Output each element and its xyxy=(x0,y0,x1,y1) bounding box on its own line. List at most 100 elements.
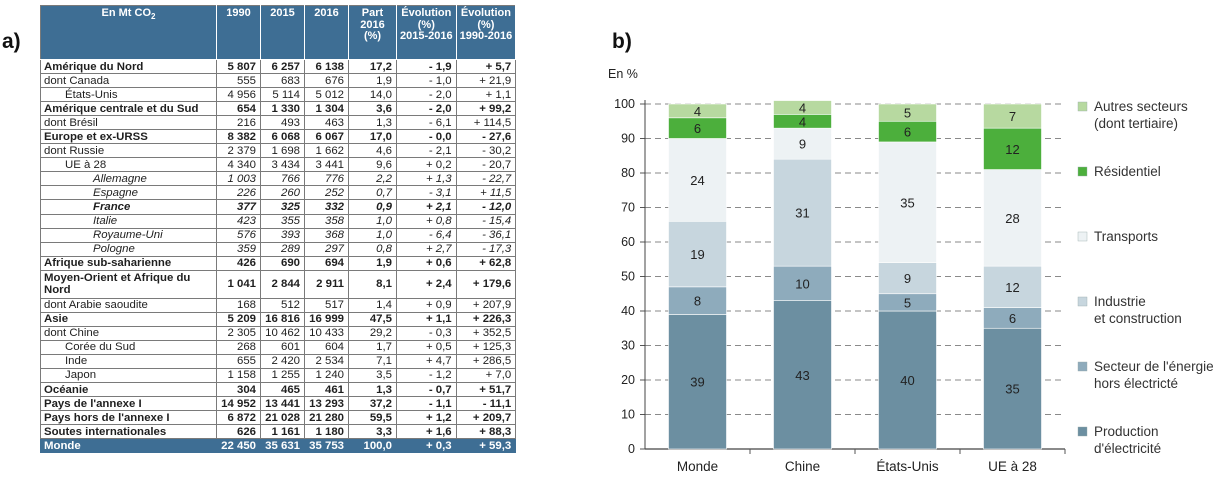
row-value: 766 xyxy=(260,171,305,187)
data-label: 28 xyxy=(1005,211,1019,226)
table-row: dont Canada 555 683 676 1,9- 1,0 + 21,9 xyxy=(40,73,517,89)
row-label: dont Brésil xyxy=(40,115,217,131)
bar-segment xyxy=(983,169,1042,267)
row-value: 14,0 xyxy=(348,87,397,103)
row-value: 47,5 xyxy=(348,311,397,327)
table-row: Amérique centrale et du Sud 654 1 330 1 304… xyxy=(40,101,517,117)
row-value: 22 450 xyxy=(216,438,261,454)
table-row: Moyen-Orient et Afrique du Nord 1 041 2 84… xyxy=(40,269,517,299)
row-value: 694 xyxy=(304,255,349,271)
row-label: Soutes internationales xyxy=(40,424,217,440)
row-value: 37,2 xyxy=(348,396,397,412)
row-value: + 286,5 xyxy=(455,353,517,369)
row-value: 6 138 xyxy=(304,58,349,75)
row-value: + 88,3 xyxy=(455,424,517,440)
row-value: 13 293 xyxy=(304,396,349,412)
row-value: 377 xyxy=(216,199,261,215)
row-value: 626 xyxy=(216,424,261,440)
row-value: 423 xyxy=(216,213,261,229)
row-value: 655 xyxy=(216,353,261,369)
bar-segment xyxy=(668,138,727,222)
bar-segment xyxy=(878,141,937,263)
bar-segment xyxy=(773,300,832,450)
row-value: 260 xyxy=(260,185,305,201)
row-value: 10 462 xyxy=(260,325,305,341)
row-value: + 1,3 xyxy=(396,171,457,187)
bar-segment xyxy=(983,265,1042,308)
table-row: Pays de l'annexe I 14 952 13 441 13 293 37,2… xyxy=(40,396,517,412)
row-value: 35 753 xyxy=(304,438,349,454)
row-label: Italie xyxy=(40,213,217,229)
data-label: 9 xyxy=(799,137,806,152)
data-label: 31 xyxy=(795,206,809,221)
header-unit: En Mt CO2 xyxy=(40,5,217,60)
data-label: 4 xyxy=(694,104,701,119)
table-row: Europe et ex-URSS 8 382 6 068 6 067 17,0- 0,… xyxy=(40,129,517,145)
row-value: + 7,0 xyxy=(455,367,517,383)
row-value: 555 xyxy=(216,73,261,89)
bar-segment xyxy=(983,127,1042,170)
row-value: + 0,5 xyxy=(396,339,457,355)
row-value: + 2,4 xyxy=(396,269,457,299)
row-value: + 114,5 xyxy=(455,115,517,131)
row-value: 654 xyxy=(216,101,261,117)
row-value: + 1,1 xyxy=(396,311,457,327)
row-value: - 22,7 xyxy=(455,171,517,187)
data-label: 5 xyxy=(904,295,911,310)
bar-segment xyxy=(983,103,1042,129)
row-value: 576 xyxy=(216,227,261,243)
row-label: Pays de l'annexe I xyxy=(40,396,217,412)
row-value: 297 xyxy=(304,241,349,257)
bar-segment xyxy=(773,265,832,301)
emissions-table: En Mt CO2 1990 2015 2016 Part 2016 (%) Évo… xyxy=(40,5,517,454)
bar-segment xyxy=(668,314,727,450)
row-value: 6 257 xyxy=(260,58,305,75)
row-value: 21 280 xyxy=(304,410,349,426)
row-value: 10 433 xyxy=(304,325,349,341)
row-value: 1 161 xyxy=(260,424,305,440)
bar-segment xyxy=(773,100,832,115)
row-value: 683 xyxy=(260,73,305,89)
row-value: - 12,0 xyxy=(455,199,517,215)
row-value: 1,3 xyxy=(348,115,397,131)
row-value: 358 xyxy=(304,213,349,229)
row-label: Monde xyxy=(40,438,217,454)
row-value: + 0,9 xyxy=(396,297,457,313)
y-tick-label: 40 xyxy=(621,304,635,318)
row-value: + 226,3 xyxy=(455,311,517,327)
row-value: + 2,7 xyxy=(396,241,457,257)
row-value: + 209,7 xyxy=(455,410,517,426)
panel-b-label: b) xyxy=(612,30,632,53)
row-value: - 20,7 xyxy=(455,157,517,173)
row-value: 601 xyxy=(260,339,305,355)
category-label: Chine xyxy=(785,459,820,474)
data-label: 8 xyxy=(694,294,701,309)
row-value: 1 158 xyxy=(216,367,261,383)
row-value: 463 xyxy=(304,115,349,131)
row-value: - 36,1 xyxy=(455,227,517,243)
stacked-bar-chart: En % 0 10 20 30 40 50 60 70 80 90 100 39 8 19 24 6 4 Monde… xyxy=(608,67,1214,474)
row-label: Japon xyxy=(40,367,217,383)
row-value: - 2,0 xyxy=(396,101,457,117)
row-value: 3 434 xyxy=(260,157,305,173)
y-tick-label: 100 xyxy=(614,97,635,111)
row-value: - 6,1 xyxy=(396,115,457,131)
row-value: - 17,3 xyxy=(455,241,517,257)
y-unit-label: En % xyxy=(608,67,638,81)
table-row: France 377 325 332 0,9 + 2,1- 12,0 xyxy=(40,199,517,215)
row-value: 1 041 xyxy=(216,269,261,299)
row-value: + 207,9 xyxy=(455,297,517,313)
row-value: 0,7 xyxy=(348,185,397,201)
row-value: 304 xyxy=(216,381,261,398)
row-value: 393 xyxy=(260,227,305,243)
row-value: + 0,3 xyxy=(396,438,457,454)
y-tick-label: 90 xyxy=(621,132,635,146)
row-value: 1,3 xyxy=(348,381,397,398)
row-label: Amérique centrale et du Sud xyxy=(40,101,217,117)
row-value: - 1,9 xyxy=(396,58,457,75)
row-value: - 6,4 xyxy=(396,227,457,243)
row-label: Royaume-Uni xyxy=(40,227,217,243)
row-label: dont Arabie saoudite xyxy=(40,297,217,313)
row-value: 3,5 xyxy=(348,367,397,383)
data-label: 39 xyxy=(690,375,704,390)
